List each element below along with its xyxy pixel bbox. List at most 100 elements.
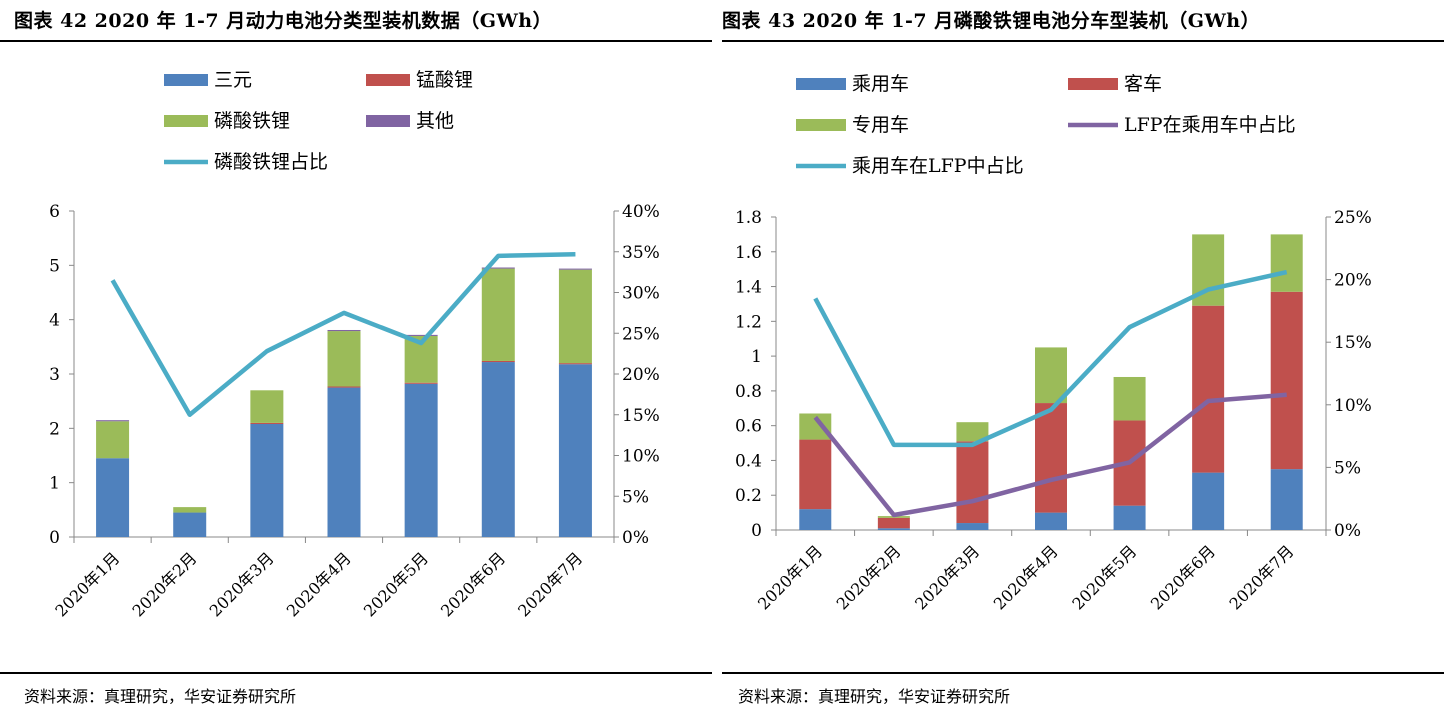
y-tick-label: 1.8: [735, 208, 762, 228]
legend-swatch: [366, 74, 410, 86]
y2-tick-label: 25%: [1334, 208, 1372, 228]
bar-segment-三元: [250, 423, 284, 537]
bar-segment-磷酸铁锂: [250, 390, 284, 423]
y2-tick-label: 10%: [622, 447, 660, 467]
x-tick-label: 2020年3月: [206, 548, 278, 620]
y-tick-label: 2: [49, 419, 60, 439]
chart-title: 图表 43 2020 年 1-7 月磷酸铁锂电池分车型装机（GWh）: [722, 10, 1261, 32]
title-rule: [722, 40, 1444, 42]
bar-segment-客车: [1270, 291, 1303, 470]
x-tick-label: 2020年4月: [283, 548, 355, 620]
legend-label: 其他: [416, 110, 454, 132]
bar-segment-乘用车: [1192, 472, 1225, 530]
bar-segment-客车: [1035, 403, 1067, 513]
bar-segment-乘用车: [956, 523, 989, 530]
legend-swatch: [164, 115, 208, 127]
bar-segment-磷酸铁锂: [96, 421, 130, 459]
bar-segment-乘用车: [1270, 469, 1303, 530]
y2-tick-label: 5%: [622, 487, 649, 507]
bar-segment-锰酸锂: [327, 386, 361, 388]
legend-swatch: [366, 115, 410, 127]
legend-label: 磷酸铁锂占比: [214, 151, 328, 173]
bar-segment-锰酸锂: [404, 382, 438, 384]
bar-segment-锰酸锂: [250, 422, 284, 424]
y-tick-label: 0.8: [735, 382, 762, 402]
y-tick-label: 1.4: [735, 278, 762, 298]
y2-tick-label: 30%: [622, 284, 660, 304]
legend-label: LFP在乘用车中占比: [1124, 114, 1296, 136]
y-tick-label: 3: [49, 365, 60, 385]
footer-rule: [0, 672, 712, 674]
bar-segment-磷酸铁锂: [327, 331, 361, 387]
x-tick-label: 2020年7月: [514, 548, 586, 620]
y-tick-label: 1.6: [735, 243, 762, 263]
title-rule: [0, 40, 712, 42]
footer-rule: [722, 672, 1444, 674]
x-tick-label: 2020年6月: [437, 548, 509, 620]
x-tick-label: 2020年5月: [1068, 541, 1140, 613]
series-line-LFP在乘用车中占比: [813, 392, 1287, 518]
bar-segment-乘用车: [1035, 512, 1067, 530]
bar-segment-磷酸铁锂: [173, 507, 207, 513]
y-tick-label: 0.4: [735, 451, 762, 471]
y2-tick-label: 15%: [1334, 333, 1372, 353]
y-tick-label: 0: [751, 521, 762, 541]
y2-tick-label: 0%: [622, 528, 649, 548]
x-tick-label: 2020年4月: [990, 541, 1062, 613]
y2-tick-label: 0%: [1334, 521, 1361, 541]
y2-tick-label: 40%: [622, 202, 660, 222]
bar-segment-乘用车: [799, 509, 832, 530]
legend-label: 锰酸锂: [416, 69, 473, 91]
y2-tick-label: 35%: [622, 243, 660, 263]
legend-label: 乘用车: [852, 73, 909, 95]
legend-swatch: [1068, 78, 1118, 90]
y-tick-label: 5: [49, 256, 60, 276]
y-tick-label: 1.2: [735, 312, 762, 332]
bar-segment-其他: [481, 267, 515, 269]
bar-segment-专用车: [1113, 376, 1146, 421]
bar-segment-客车: [956, 441, 989, 524]
chart-source: 资料来源：真理研究，华安证券研究所: [738, 687, 1011, 706]
y2-tick-label: 15%: [622, 406, 660, 426]
legend-swatch: [796, 78, 846, 90]
x-tick-label: 2020年2月: [833, 541, 905, 613]
legend-label: 磷酸铁锂: [214, 110, 290, 132]
y2-tick-label: 20%: [622, 365, 660, 385]
bar-segment-专用车: [956, 422, 989, 442]
legend-swatch: [164, 74, 208, 86]
bar-segment-三元: [558, 364, 592, 537]
bar-segment-三元: [173, 512, 207, 537]
legend-label: 专用车: [852, 114, 909, 136]
bar-segment-客车: [1192, 305, 1225, 473]
x-tick-label: 2020年5月: [360, 548, 432, 620]
bar-segment-专用车: [1035, 347, 1067, 404]
x-tick-label: 2020年7月: [1225, 541, 1297, 613]
bar-segment-锰酸锂: [481, 360, 515, 363]
y-tick-label: 0: [49, 528, 60, 548]
bar-segment-磷酸铁锂: [481, 268, 515, 361]
y-tick-label: 4: [49, 311, 60, 331]
y2-tick-label: 10%: [1334, 396, 1372, 416]
y-tick-label: 0.2: [735, 486, 762, 506]
bar-segment-乘用车: [877, 528, 910, 530]
y-tick-label: 0.6: [735, 417, 762, 437]
series-line-乘用车在LFP中占比: [813, 269, 1288, 448]
x-tick-label: 2020年3月: [911, 541, 983, 613]
bar-segment-三元: [327, 387, 361, 537]
bar-segment-其他: [558, 268, 592, 270]
bar-segment-乘用车: [1113, 505, 1146, 530]
bar-segment-三元: [404, 383, 438, 537]
legend-label: 乘用车在LFP中占比: [852, 155, 1024, 177]
x-tick-label: 2020年1月: [51, 548, 123, 620]
x-tick-label: 2020年2月: [128, 548, 200, 620]
chart-lfp-vehicle-types: 0 0.2 0.4 0.6 0.8 1 1.2 1.4 1.6 1.8 0% 5% 10% 15% 20% 2…: [735, 73, 1372, 613]
y2-tick-label: 5%: [1334, 458, 1361, 478]
bar-segment-其他: [327, 329, 361, 332]
y2-tick-label: 25%: [622, 324, 660, 344]
series-line-磷酸铁锂占比: [110, 251, 576, 417]
y-tick-label: 1: [751, 347, 762, 367]
chart-panel-lfp-vehicle-types: 图表 43 2020 年 1-7 月磷酸铁锂电池分车型装机（GWh） 0 0.2 0…: [722, 0, 1444, 706]
x-tick-label: 2020年6月: [1147, 541, 1219, 613]
bar-segment-其他: [96, 420, 130, 422]
bar-segment-客车: [799, 439, 832, 510]
